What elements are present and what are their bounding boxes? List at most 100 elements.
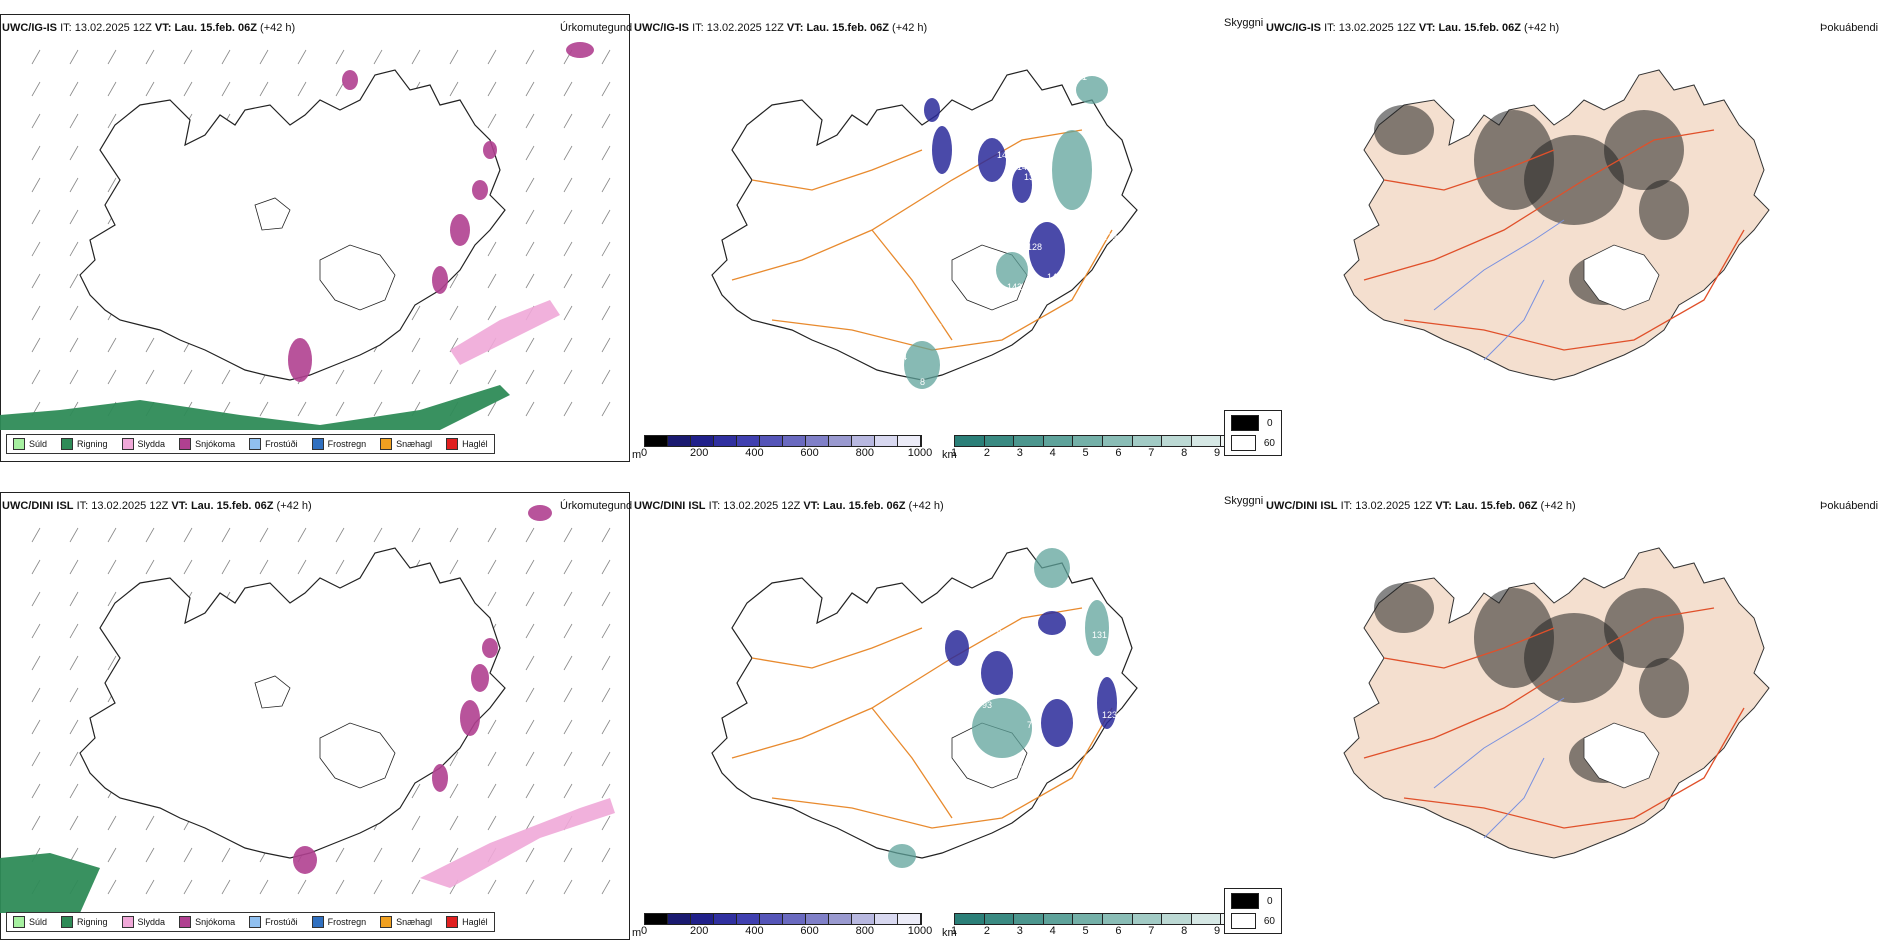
fog-legend-swatch bbox=[1231, 893, 1259, 909]
wind-barb bbox=[107, 815, 117, 831]
map-group bbox=[1343, 69, 1770, 381]
wind-barb bbox=[297, 559, 307, 575]
panel-header: UWC/DINI ISL IT: 13.02.2025 12Z VT: Lau.… bbox=[1266, 500, 1576, 512]
low-visibility-area bbox=[1097, 677, 1117, 729]
wind-barb bbox=[563, 369, 573, 385]
colorbar-tick-label: 400 bbox=[745, 447, 764, 459]
wind-barb bbox=[335, 49, 345, 65]
wind-barb bbox=[525, 177, 535, 193]
model-name: UWC/IG-IS bbox=[634, 22, 689, 34]
visibility-value-label: 127 bbox=[1017, 640, 1032, 650]
legend-label: Súld bbox=[29, 439, 48, 449]
colorbar-tick-label: 400 bbox=[745, 925, 764, 937]
legend-swatch bbox=[13, 916, 25, 928]
fog-legend: 0 60 bbox=[1224, 888, 1282, 934]
fog-legend-item: 60 bbox=[1231, 913, 1275, 929]
wind-barb bbox=[411, 783, 421, 799]
legend-label: Snæhagl bbox=[396, 917, 433, 927]
wind-barb bbox=[525, 81, 535, 97]
iceland-outline bbox=[79, 69, 506, 381]
visibility-value-label: 8 bbox=[920, 377, 925, 387]
visibility-value-label: 131 bbox=[1092, 630, 1107, 640]
visibility-value-label: 229 bbox=[1102, 232, 1117, 242]
colorbar-cell bbox=[691, 436, 714, 446]
road-line bbox=[1363, 607, 1715, 759]
vt-label: VT: bbox=[803, 500, 820, 512]
wind-barb bbox=[373, 847, 383, 863]
visibility-value-label: 146 bbox=[1024, 650, 1039, 660]
colorbar-cell bbox=[984, 914, 1015, 924]
precip-panel-row1: UWC/IG-IS IT: 13.02.2025 12Z VT: Lau. 15… bbox=[0, 10, 632, 462]
colorbar-cell bbox=[668, 914, 691, 924]
fog-legend-swatch bbox=[1231, 435, 1256, 451]
wind-barb bbox=[411, 847, 421, 863]
rain-area bbox=[0, 853, 100, 913]
glacier-outline bbox=[1583, 722, 1660, 789]
panel-header: UWC/DINI ISL IT: 13.02.2025 12Z VT: Lau.… bbox=[634, 500, 944, 512]
colorbar-strip bbox=[954, 913, 1252, 925]
road-line bbox=[871, 707, 953, 819]
fog-legend: 0 60 bbox=[1224, 410, 1282, 456]
colorbar-tick-label: 200 bbox=[690, 447, 709, 459]
wind-barb bbox=[107, 847, 117, 863]
wind-barb bbox=[487, 305, 497, 321]
visibility-value-label: 138 bbox=[1007, 760, 1022, 770]
colorbar-cell bbox=[984, 436, 1015, 446]
reduced-visibility-area bbox=[1034, 548, 1070, 588]
wind-barb bbox=[525, 751, 535, 767]
wind-barb bbox=[563, 241, 573, 257]
it-value: 13.02.2025 12Z bbox=[1338, 22, 1416, 34]
wind-barb bbox=[563, 209, 573, 225]
road-line bbox=[1383, 627, 1555, 669]
road-line bbox=[731, 129, 1083, 281]
wind-barb bbox=[601, 847, 611, 863]
wind-barb bbox=[335, 81, 345, 97]
legend-swatch bbox=[179, 916, 192, 928]
wind-barb bbox=[107, 879, 117, 895]
wind-barb bbox=[335, 559, 345, 575]
colorbar-cell bbox=[714, 436, 737, 446]
visibility-panel-row1: UWC/IG-IS IT: 13.02.2025 12Z VT: Lau. 15… bbox=[632, 10, 1263, 462]
wind-barb bbox=[601, 527, 611, 543]
wind-barb bbox=[563, 591, 573, 607]
legend-label: Haglél bbox=[462, 439, 488, 449]
wind-barb bbox=[487, 81, 497, 97]
visibility-value-label: 224 bbox=[1072, 550, 1087, 560]
colorbar-tick-label: 3 bbox=[1016, 447, 1023, 459]
colorbar-unit: m bbox=[632, 449, 642, 461]
colorbar-cell bbox=[875, 914, 898, 924]
legend-label: Slydda bbox=[137, 917, 166, 927]
legend-item: Snjókoma bbox=[179, 438, 235, 450]
colorbar-tick-label: 200 bbox=[690, 925, 709, 937]
colorbar-tick-label: 2 bbox=[983, 925, 990, 937]
colorbar-tick-label: 600 bbox=[800, 447, 819, 459]
wind-barb bbox=[31, 751, 41, 767]
panel-header: UWC/DINI ISL IT: 13.02.2025 12Z VT: Lau.… bbox=[2, 500, 312, 512]
colorbar-tick-label: 9 bbox=[1214, 447, 1221, 459]
legend-label: Snæhagl bbox=[396, 439, 433, 449]
glacier-outline bbox=[254, 197, 291, 231]
visibility-value-label: 170 bbox=[1022, 302, 1037, 312]
snow-area bbox=[432, 266, 448, 294]
wind-barb bbox=[335, 369, 345, 385]
snow-area bbox=[482, 638, 498, 658]
reduced-visibility-area bbox=[996, 252, 1028, 288]
wind-barb bbox=[69, 49, 79, 65]
wind-barb bbox=[69, 591, 79, 607]
fog-legend-label: 0 bbox=[1267, 417, 1273, 429]
panel-title: Úrkomutegund bbox=[560, 500, 633, 512]
wind-barb bbox=[183, 847, 193, 863]
wind-barb bbox=[259, 879, 269, 895]
wind-barb bbox=[601, 623, 611, 639]
wind-barb bbox=[259, 401, 269, 417]
panel-header: UWC/IG-IS IT: 13.02.2025 12Z VT: Lau. 15… bbox=[1266, 22, 1559, 34]
wind-barb bbox=[601, 81, 611, 97]
legend-label: Haglél bbox=[462, 917, 488, 927]
wind-barb bbox=[31, 273, 41, 289]
model-name: UWC/IG-IS bbox=[2, 22, 57, 34]
vt-label: VT: bbox=[786, 22, 804, 34]
wind-barb bbox=[525, 623, 535, 639]
wind-barb bbox=[487, 751, 497, 767]
